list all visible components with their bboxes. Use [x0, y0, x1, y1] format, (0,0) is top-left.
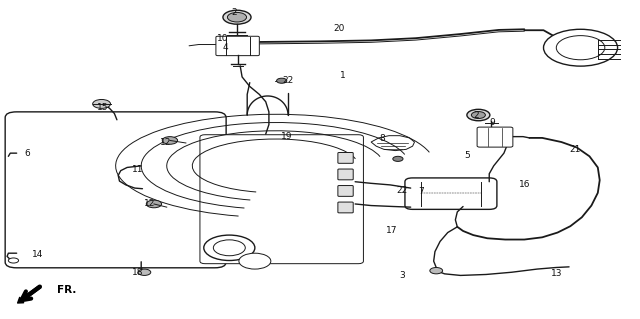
- Text: 2: 2: [231, 8, 237, 17]
- Text: 22: 22: [282, 76, 294, 85]
- Circle shape: [543, 29, 618, 66]
- Circle shape: [213, 240, 245, 256]
- Circle shape: [556, 36, 605, 60]
- Circle shape: [430, 268, 443, 274]
- Circle shape: [138, 269, 151, 275]
- Text: 11: 11: [132, 165, 144, 174]
- Text: 19: 19: [281, 132, 292, 141]
- Circle shape: [471, 112, 485, 119]
- Text: 5: 5: [464, 151, 470, 160]
- Text: 1: 1: [339, 71, 345, 80]
- Text: 4: 4: [223, 43, 228, 52]
- Text: 7: 7: [418, 187, 424, 196]
- Text: 20: 20: [333, 24, 345, 33]
- Text: 18: 18: [132, 268, 144, 277]
- FancyBboxPatch shape: [338, 169, 353, 180]
- Circle shape: [393, 156, 403, 161]
- FancyBboxPatch shape: [5, 112, 226, 268]
- Circle shape: [467, 109, 490, 121]
- Text: 2: 2: [474, 111, 479, 120]
- FancyBboxPatch shape: [338, 152, 353, 163]
- Text: 10: 10: [217, 34, 228, 43]
- FancyBboxPatch shape: [216, 36, 259, 56]
- Text: 14: 14: [32, 250, 44, 259]
- Text: 3: 3: [399, 271, 404, 280]
- FancyBboxPatch shape: [200, 135, 364, 264]
- FancyBboxPatch shape: [338, 202, 353, 213]
- Text: 9: 9: [490, 117, 495, 127]
- Circle shape: [239, 253, 271, 269]
- Text: 22: 22: [396, 186, 408, 195]
- Circle shape: [276, 78, 287, 83]
- Text: 16: 16: [518, 180, 530, 189]
- Text: FR.: FR.: [57, 285, 76, 295]
- FancyBboxPatch shape: [405, 178, 497, 209]
- Circle shape: [223, 10, 251, 24]
- FancyBboxPatch shape: [338, 186, 353, 196]
- Text: 12: 12: [144, 199, 155, 208]
- Text: 15: 15: [97, 103, 109, 112]
- Text: 21: 21: [570, 145, 581, 154]
- Text: 17: 17: [386, 226, 397, 234]
- Text: 8: 8: [380, 134, 385, 143]
- Circle shape: [8, 258, 19, 263]
- Circle shape: [93, 100, 111, 108]
- Text: 13: 13: [550, 269, 562, 278]
- Text: 6: 6: [25, 149, 30, 158]
- Text: 12: 12: [160, 137, 171, 146]
- Circle shape: [204, 235, 255, 261]
- Circle shape: [147, 200, 162, 208]
- Circle shape: [227, 12, 246, 22]
- FancyBboxPatch shape: [477, 127, 513, 147]
- Circle shape: [163, 137, 177, 144]
